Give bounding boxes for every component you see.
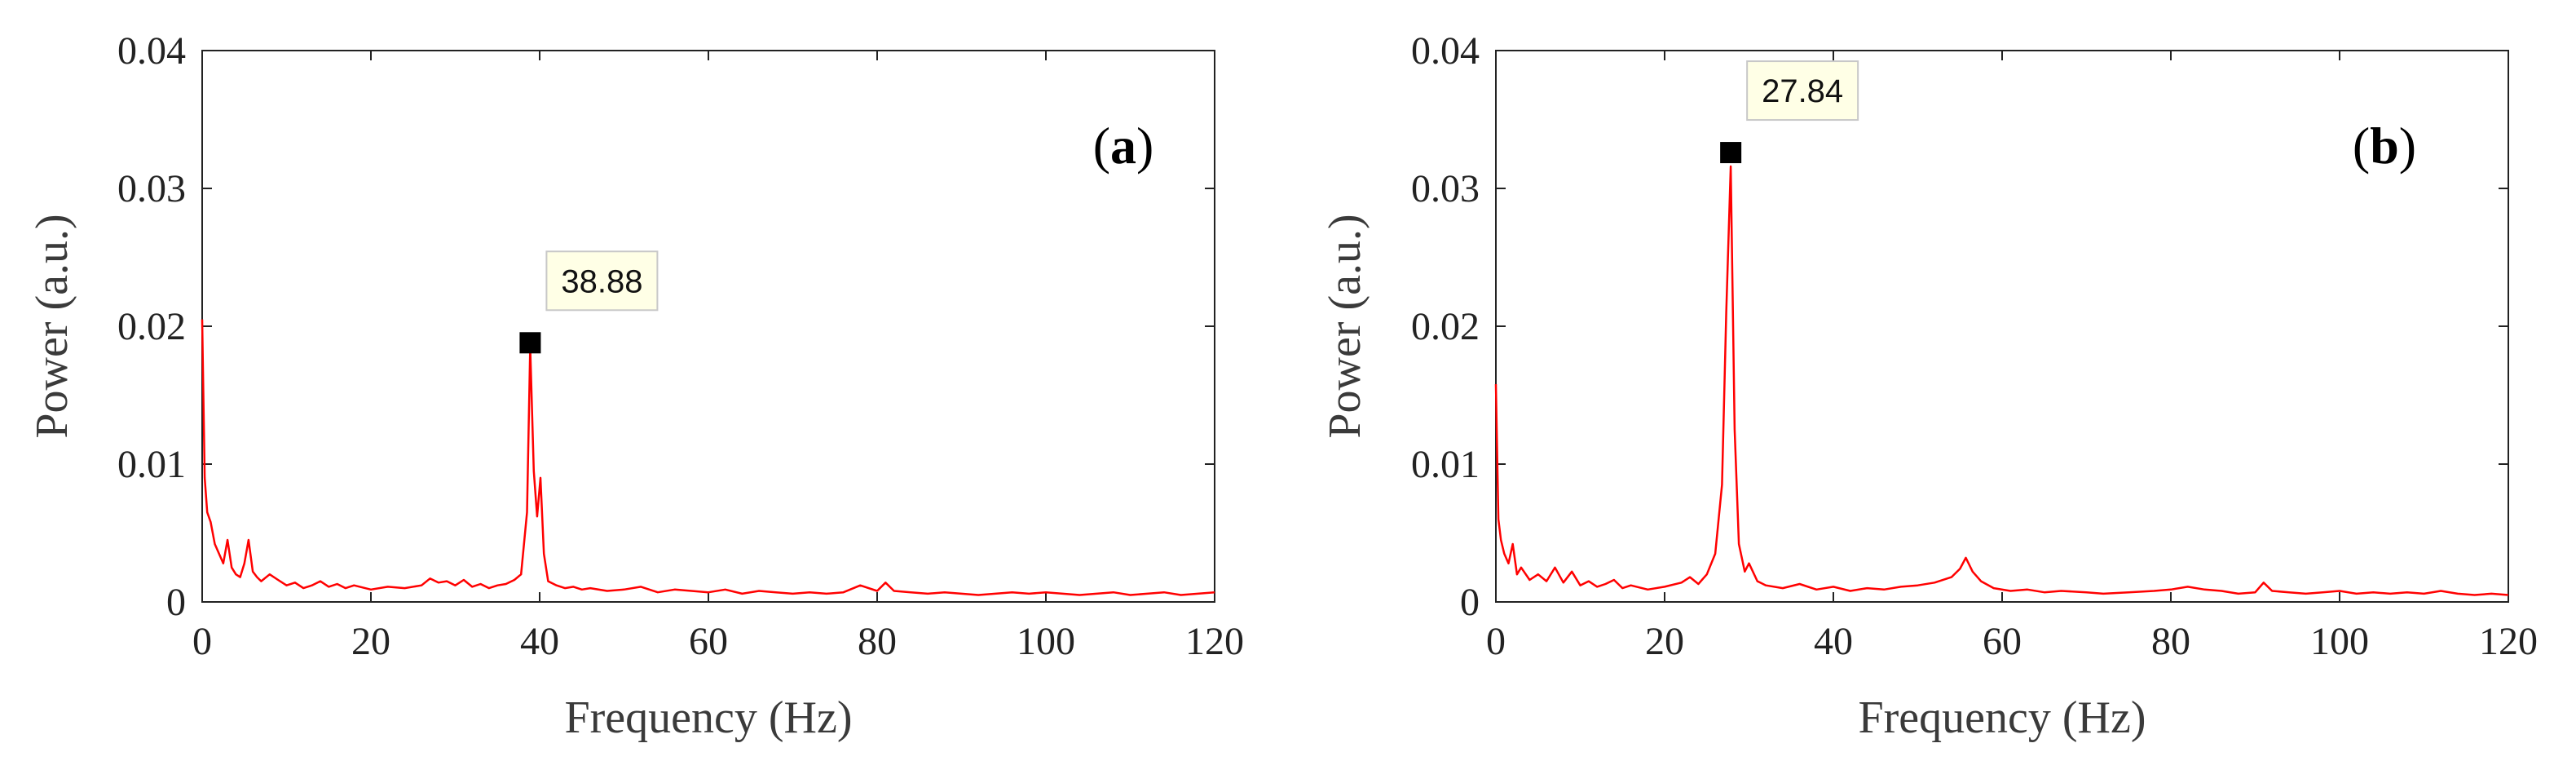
y-tick-label: 0.01 bbox=[1411, 443, 1480, 486]
plot-frame bbox=[201, 50, 1215, 603]
x-tick-label: 20 bbox=[351, 620, 390, 663]
y-tick-label: 0.03 bbox=[117, 167, 186, 210]
datatip-box bbox=[545, 250, 659, 312]
x-tick-label: 40 bbox=[520, 620, 559, 663]
x-tick-label: 40 bbox=[1814, 620, 1853, 663]
y-tick-label: 0.02 bbox=[1411, 305, 1480, 348]
x-tick-label: 100 bbox=[2310, 620, 2369, 663]
y-axis-title: Power (a.u.) bbox=[1320, 214, 1370, 438]
panel-label: (a) bbox=[1093, 117, 1154, 175]
peak-marker bbox=[1720, 142, 1742, 164]
x-tick-label: 120 bbox=[1185, 620, 1244, 663]
y-tick-label: 0.04 bbox=[117, 29, 186, 73]
y-tick-label: 0.02 bbox=[117, 305, 186, 348]
y-tick-label: 0.03 bbox=[1411, 167, 1480, 210]
y-axis-title: Power (a.u.) bbox=[27, 214, 77, 438]
x-tick-label: 20 bbox=[1645, 620, 1684, 663]
chart-panel-a: 0 20 40 60 80 100 120 0 0.01 0.02 0.03 0.04 Frequenc… bbox=[27, 29, 1244, 743]
x-axis-title: Frequency (Hz) bbox=[565, 692, 853, 743]
x-tick-label: 0 bbox=[1486, 620, 1506, 663]
x-tick-label: 100 bbox=[1017, 620, 1075, 663]
y-tick-label: 0 bbox=[166, 581, 186, 624]
peak-marker bbox=[519, 332, 541, 354]
y-tick-label: 0.04 bbox=[1411, 29, 1480, 73]
y-tick-label: 0 bbox=[1460, 581, 1480, 624]
x-tick-label: 60 bbox=[1983, 620, 2022, 663]
panel-label: (b) bbox=[2353, 117, 2416, 175]
x-tick-label: 60 bbox=[689, 620, 728, 663]
series-line bbox=[201, 319, 1215, 596]
x-tick-label: 80 bbox=[858, 620, 897, 663]
datatip-label: 38.88 bbox=[561, 263, 642, 299]
x-tick-label: 0 bbox=[192, 620, 212, 663]
x-axis-title: Frequency (Hz) bbox=[1859, 692, 2146, 743]
x-tick-label: 120 bbox=[2479, 620, 2538, 663]
y-tick-label: 0.01 bbox=[117, 443, 186, 486]
datatip-label: 27.84 bbox=[1762, 73, 1843, 109]
x-tick-label: 80 bbox=[2151, 620, 2190, 663]
series-line bbox=[1494, 165, 2509, 596]
chart-panel-b: 0 20 40 60 80 100 120 0 0.01 0.02 0.03 0.04 Frequenc… bbox=[1320, 29, 2538, 743]
datatip-box bbox=[1746, 60, 1859, 122]
